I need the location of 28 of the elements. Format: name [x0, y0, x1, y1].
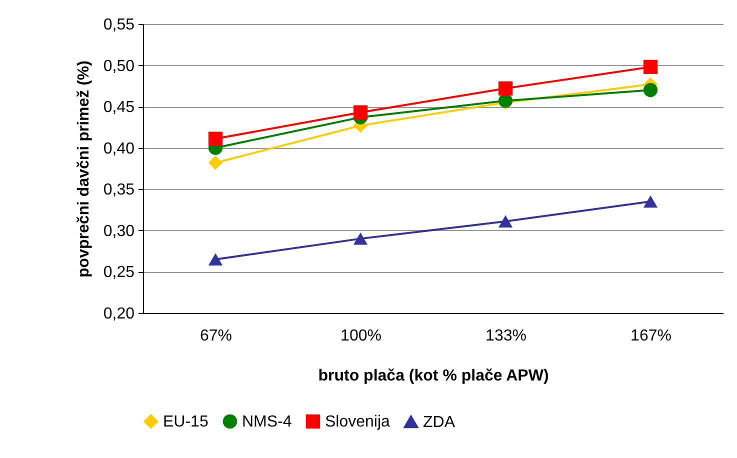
point: [208, 156, 223, 170]
y-tick-label: 0,35: [103, 182, 135, 199]
point: [498, 81, 513, 96]
point: [353, 232, 368, 245]
point: [498, 215, 513, 228]
y-tick-label: 0,50: [103, 58, 135, 75]
x-tick-label: 67%: [200, 328, 232, 344]
x-tick-label: 133%: [486, 328, 526, 344]
x-axis-title: bruto plača (kot % plače APW): [318, 368, 549, 384]
point: [208, 253, 223, 266]
x-tick-label: 167%: [630, 328, 672, 344]
point: [643, 83, 658, 98]
x-tick-label: 100%: [340, 328, 382, 344]
legend-label: EU-15: [163, 413, 208, 430]
legend-label: NMS-4: [242, 413, 292, 430]
y-tick-label: 0,40: [103, 140, 135, 158]
point: [643, 60, 658, 74]
legend-label: Slovenija: [325, 413, 390, 430]
y-tick-label: 0,45: [103, 99, 135, 116]
y-tick-label: 0,30: [103, 222, 135, 240]
point: [208, 132, 223, 146]
y-tick-label: 0,55: [103, 16, 135, 34]
y-axis-title: povprečni davčni primež (%): [75, 60, 92, 278]
point: [353, 105, 368, 120]
y-tick-label: 0,20: [103, 306, 135, 322]
y-tick-label: 0,25: [103, 264, 135, 282]
legend-label: ZDA: [423, 414, 456, 431]
point: [643, 195, 658, 208]
